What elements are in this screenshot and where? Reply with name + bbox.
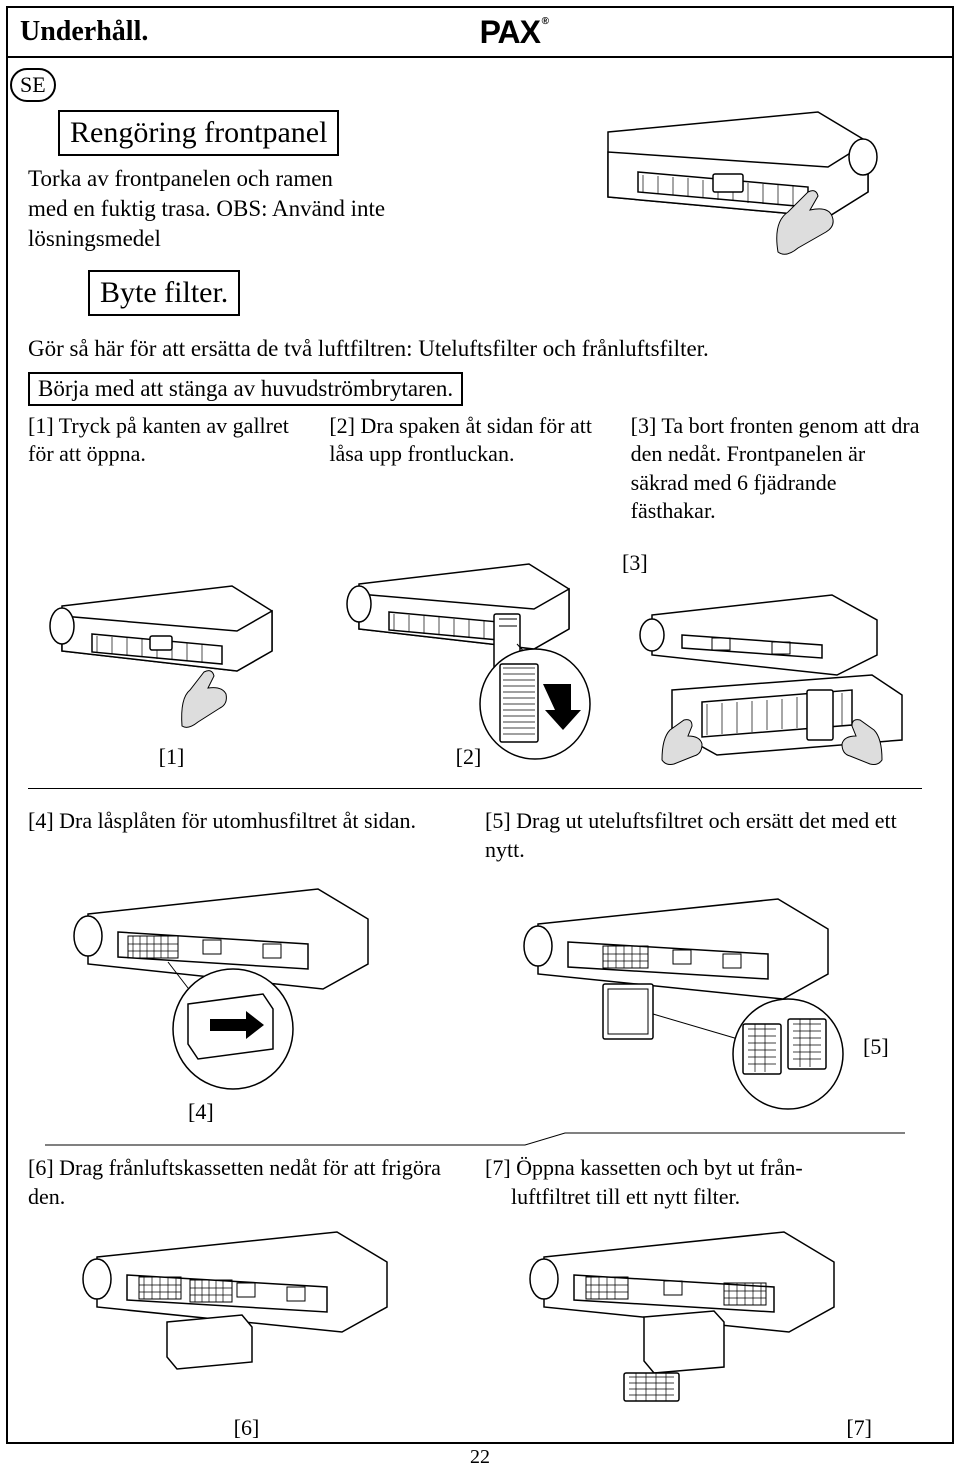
heading-box-cleaning: Rengöring frontpanel [58,110,339,156]
separator-1 [28,788,922,789]
brand-logo: PAX® [480,14,540,51]
step3-text: [3] Ta bort fronten genom att dra den ne… [631,412,922,526]
filter-intro: Gör så här för att ersätta de två luftfi… [28,334,922,364]
step-row-45: [4] Dra låsplåten för utomhusfiltret åt … [28,807,922,864]
illus-step7: [7] [485,1217,922,1441]
fig3-label: [3] [622,550,922,576]
registered-mark: ® [542,16,548,27]
illus-row-123: [1] [28,542,922,770]
step7-line2: luftfiltret till ett nytt filter. [485,1184,740,1209]
step-row-67: [6] Drag frånluftskassetten nedåt för at… [28,1154,922,1211]
cleaning-line1: Torka av frontpanelen och ramen [28,166,333,191]
note-box: Börja med att stänga av huvudströmbrytar… [28,372,463,406]
illus-step5: [5] [508,884,888,1114]
step4-text: [4] Dra låsplåten för utomhusfiltret åt … [28,807,465,864]
page-content: SE Rengöring frontpanel Torka av frontpa… [8,58,952,1451]
page-frame: Underhåll. PAX® SE Rengöring frontpanel … [6,6,954,1444]
step7-text: [7] Öppna kassetten och byt ut från- luf… [485,1154,922,1211]
step-row-123: [1] Tryck på kanten av gallret för att ö… [28,412,922,526]
step1-text: [1] Tryck på kanten av gallret för att ö… [28,412,319,526]
illus-row-67: [6] [28,1217,922,1441]
illus-step2: [2] [325,544,612,770]
fig4-label: [4] [188,1099,214,1125]
illus-step3: [3] [622,542,922,770]
heading-cleaning: Rengöring frontpanel [70,116,327,149]
heading-box-filter: Byte filter. [88,270,240,316]
header-bar: Underhåll. PAX® [8,8,952,58]
fig5-label: [5] [863,1034,889,1060]
step7-line1: [7] Öppna kassetten och byt ut från- [485,1155,803,1180]
cleaning-text: Torka av frontpanelen och ramen med en f… [28,164,494,254]
illus-step6: [6] [28,1217,465,1441]
language-badge: SE [10,68,56,102]
brand-name: PAX [480,14,540,50]
fig1-label: [1] [28,744,315,770]
step2-text: [2] Dra spaken åt sidan för att låsa upp… [329,412,620,526]
step5-text: [5] Drag ut uteluftsfiltret och ersätt d… [485,807,922,864]
illus-step1: [1] [28,566,315,770]
cleaning-line2: med en fuktig trasa. OBS: Använd inte lö… [28,196,385,251]
fig7-label: [7] [485,1415,922,1441]
fig6-label: [6] [28,1415,465,1441]
illus-frontpanel-wipe [534,102,922,324]
page-number: 22 [0,1446,960,1469]
heading-filter: Byte filter. [100,276,228,309]
illus-row-45: [4] [28,864,922,1124]
header-title: Underhåll. [20,16,148,48]
step6-text: [6] Drag frånluftskassetten nedåt för at… [28,1154,465,1211]
illus-step4: [4] [58,874,398,1074]
